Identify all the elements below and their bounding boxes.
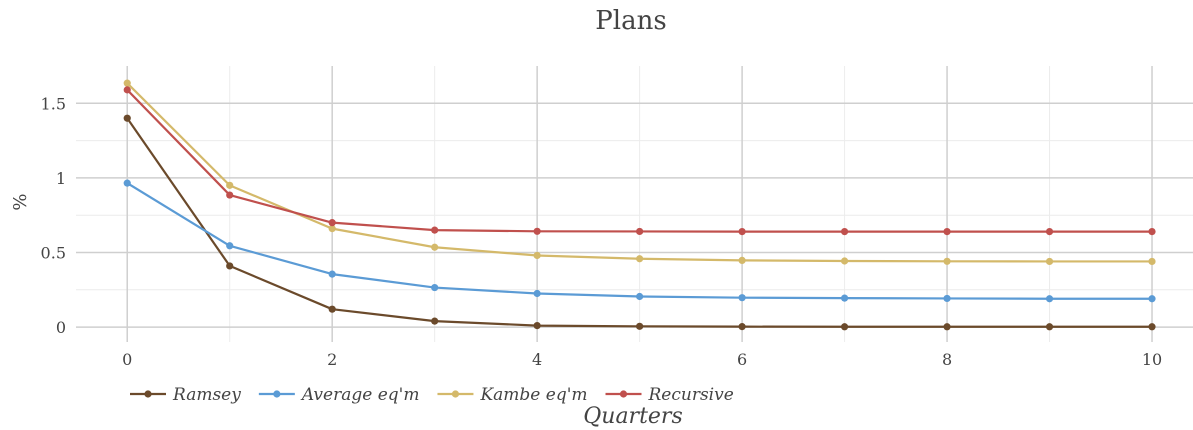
data-point-ramsey (328, 305, 336, 313)
data-point-kambe-eq-m (840, 257, 849, 265)
data-point-kambe-eq-m (328, 225, 336, 233)
y-tick-label: 1 (56, 169, 66, 188)
data-point-ramsey (738, 323, 746, 331)
data-point-recursive (840, 228, 849, 236)
axis-tick-labels: 0 2 4 6 8 10 0 0.5 1 1.5 (41, 94, 1163, 369)
y-axis-title: % (10, 193, 31, 210)
data-point-average-eq-m (636, 292, 644, 301)
data-point-kambe-eq-m (943, 257, 951, 265)
data-point-average-eq-m (226, 242, 234, 250)
x-axis-title: Quarters (583, 404, 683, 429)
data-point-ramsey (123, 114, 131, 122)
data-point-kambe-eq-m (226, 181, 234, 189)
data-point-average-eq-m (943, 294, 951, 303)
legend-marker-average-eq-m (273, 390, 281, 398)
data-point-kambe-eq-m (738, 256, 746, 264)
legend-label-ramsey: Ramsey (172, 385, 241, 405)
x-tick-label: 4 (532, 350, 542, 369)
data-point-recursive (226, 191, 234, 199)
x-tick-label: 10 (1142, 350, 1162, 369)
y-tick-label: 0.5 (41, 243, 66, 262)
data-point-average-eq-m (1045, 295, 1054, 303)
data-point-ramsey (840, 323, 849, 331)
data-point-kambe-eq-m (1148, 257, 1156, 266)
data-point-ramsey (1045, 323, 1054, 331)
data-point-kambe-eq-m (123, 79, 131, 87)
data-point-average-eq-m (123, 179, 131, 187)
y-tick-label: 1.5 (41, 94, 66, 113)
data-point-ramsey (226, 262, 234, 270)
data-point-recursive (431, 226, 439, 234)
data-point-recursive (1045, 228, 1054, 236)
data-point-ramsey (943, 323, 951, 331)
x-tick-label: 6 (737, 350, 747, 369)
data-point-average-eq-m (738, 294, 746, 302)
data-point-average-eq-m (840, 294, 849, 302)
data-point-average-eq-m (533, 289, 541, 298)
legend: Ramsey Average eq'm Kambe eq'm Recursive (130, 385, 734, 405)
chart-title: Plans (595, 6, 666, 36)
y-tick-label: 0 (56, 318, 66, 337)
legend-label-kambe-eq-m: Kambe eq'm (479, 385, 587, 405)
data-point-recursive (1148, 228, 1156, 236)
data-point-ramsey (1148, 323, 1156, 331)
data-point-average-eq-m (328, 270, 336, 278)
data-point-kambe-eq-m (636, 255, 644, 263)
grid (76, 66, 1193, 342)
data-point-average-eq-m (1148, 295, 1156, 303)
data-point-recursive (533, 227, 541, 235)
data-point-recursive (328, 219, 336, 227)
data-point-recursive (636, 227, 644, 236)
series-lines (123, 79, 1156, 331)
data-point-kambe-eq-m (1045, 257, 1054, 266)
x-tick-label: 2 (327, 350, 337, 369)
legend-label-average-eq-m: Average eq'm (300, 385, 420, 405)
legend-marker-recursive (619, 390, 628, 398)
data-point-kambe-eq-m (533, 251, 541, 260)
data-point-kambe-eq-m (431, 243, 439, 251)
data-point-ramsey (533, 321, 541, 330)
legend-marker-kambe-eq-m (451, 390, 460, 398)
data-point-recursive (123, 86, 131, 94)
x-tick-label: 8 (942, 350, 952, 369)
data-point-recursive (943, 228, 951, 236)
data-point-ramsey (636, 322, 644, 330)
data-point-average-eq-m (431, 283, 439, 292)
data-point-ramsey (431, 317, 439, 325)
data-point-recursive (738, 228, 746, 236)
x-tick-label: 0 (122, 350, 132, 369)
legend-marker-ramsey (144, 390, 152, 398)
legend-label-recursive: Recursive (648, 385, 734, 405)
